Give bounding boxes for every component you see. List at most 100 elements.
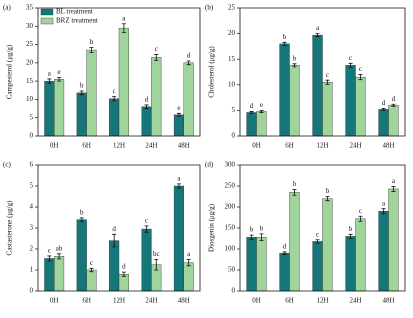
bar <box>109 98 120 137</box>
significance-letter: bc <box>153 250 160 258</box>
significance-letter: b <box>250 226 254 234</box>
bar <box>322 198 333 292</box>
error-bar <box>348 233 353 239</box>
error-bar <box>121 271 126 277</box>
significance-letter: b <box>80 209 84 217</box>
x-tick-label: 0H <box>252 142 261 150</box>
significance-letter: a <box>48 70 52 78</box>
bar <box>256 237 267 292</box>
x-tick-label: 0H <box>50 142 59 150</box>
y-tick-label: 4 <box>30 203 34 211</box>
bar <box>151 57 162 137</box>
y-tick-label: 300 <box>225 161 236 169</box>
x-tick-label: 48H <box>382 142 394 150</box>
error-bar <box>391 103 396 107</box>
error-bar <box>57 253 62 260</box>
significance-letter: e <box>177 104 180 112</box>
y-axis-label: Campesterol (μg/g) <box>6 44 14 99</box>
y-tick-label: 5 <box>232 106 236 114</box>
bar <box>183 62 194 137</box>
y-tick-label: 35 <box>26 4 34 12</box>
significance-letter: e <box>58 68 61 76</box>
y-tick-label: 0 <box>232 287 236 295</box>
bar <box>54 256 65 292</box>
error-bar <box>176 183 181 189</box>
axes <box>37 7 201 137</box>
bar <box>118 27 129 137</box>
significance-letter: c <box>145 217 148 225</box>
error-bar <box>47 78 52 84</box>
error-bar <box>292 188 297 196</box>
x-tick-label: 12H <box>316 297 328 305</box>
significance-letter: a <box>177 175 181 183</box>
bar <box>312 34 323 137</box>
x-tick-label: 12H <box>113 142 125 150</box>
error-bar <box>144 104 149 109</box>
bar <box>279 43 290 137</box>
y-tick-label: 5 <box>30 113 34 121</box>
significance-letter: a <box>316 24 320 32</box>
significance-letter: a <box>392 177 396 185</box>
bar <box>76 92 87 137</box>
significance-letter: d <box>382 99 386 107</box>
axes <box>239 7 406 137</box>
panel-title: (c) <box>3 161 11 169</box>
significance-letter: e <box>260 101 263 109</box>
bar <box>388 105 399 137</box>
bar <box>118 274 129 292</box>
bar <box>279 252 290 292</box>
error-bar <box>358 74 363 81</box>
bar <box>54 79 65 137</box>
error-bar <box>89 267 94 273</box>
x-tick-label: 24H <box>349 142 361 150</box>
y-axis-label: Cholesterol (μg/g) <box>208 46 216 98</box>
significance-letter: c <box>326 71 329 79</box>
error-bar <box>381 107 386 111</box>
error-bar <box>121 23 126 33</box>
x-tick-label: 0H <box>252 297 261 305</box>
panel: (d) Diosgenin (μg/g) 0 50 100 150 200 250 300 0H b… <box>205 161 406 305</box>
legend-label: BL treatment <box>56 8 93 16</box>
y-tick-label: 20 <box>228 29 236 37</box>
bar <box>76 219 87 292</box>
error-bar <box>79 90 84 96</box>
error-bar <box>358 215 363 222</box>
bar <box>173 185 185 292</box>
y-tick-label: 1 <box>30 266 34 274</box>
y-tick-label: 10 <box>26 95 34 103</box>
panel-title: (a) <box>3 4 11 12</box>
y-tick-label: 20 <box>26 58 34 66</box>
bar <box>183 262 194 292</box>
y-tick-label: 25 <box>228 4 236 12</box>
significance-letter: d <box>112 225 116 233</box>
error-bar <box>325 196 330 202</box>
error-bar <box>249 111 254 114</box>
bar <box>312 241 323 292</box>
y-tick-label: 150 <box>225 224 236 232</box>
x-tick-label: 6H <box>82 297 91 305</box>
x-tick-label: 6H <box>285 297 294 305</box>
bar <box>256 111 267 137</box>
significance-letter: c <box>359 65 362 73</box>
error-bar <box>249 234 254 240</box>
bar <box>173 114 185 137</box>
y-tick-label: 0 <box>30 132 34 140</box>
axes <box>239 164 406 292</box>
y-tick-label: 6 <box>30 161 34 169</box>
bar <box>109 240 120 292</box>
bar <box>86 49 97 137</box>
bar <box>378 109 389 137</box>
bar <box>388 188 399 292</box>
significance-letter: c <box>349 54 352 62</box>
significance-letter: b <box>349 225 353 233</box>
error-bar <box>186 60 191 66</box>
significance-letter: b <box>260 224 264 232</box>
significance-letter: d <box>250 102 254 110</box>
x-tick-label: 12H <box>113 297 125 305</box>
x-tick-label: 12H <box>316 142 328 150</box>
bar <box>141 228 152 292</box>
significance-letter: c <box>90 259 93 267</box>
significance-letter: b <box>293 180 297 188</box>
